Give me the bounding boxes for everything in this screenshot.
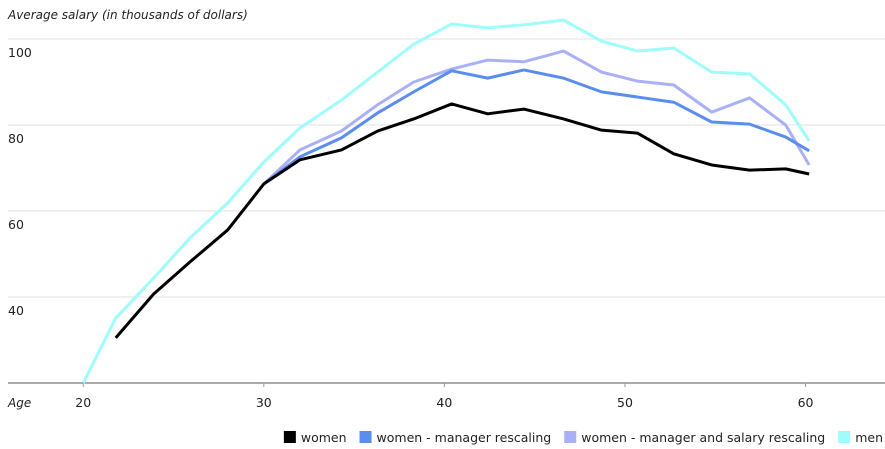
x-axis-label: Age [7,396,31,410]
legend-label: women - manager rescaling [377,430,552,445]
legend-swatch [564,431,577,443]
x-tick-label: 20 [75,395,91,410]
legend-swatch [359,431,372,443]
y-tick-label: 40 [8,303,24,318]
legend-label: women [301,430,347,445]
x-tick-label: 40 [436,395,452,410]
y-tick-label: 80 [8,131,24,146]
x-tick-label: 60 [798,395,814,410]
series-line [262,49,811,186]
x-tick-label: 30 [256,395,272,410]
legend-swatch [283,431,296,443]
legend-label: women - manager and salary rescaling [581,430,825,445]
y-tick-label: 100 [8,45,32,60]
series-line [114,102,810,339]
legend-swatch [838,431,851,443]
chart-title: Average salary (in thousands of dollars) [7,8,248,22]
x-tick-label: 50 [617,395,633,410]
y-tick-label: 60 [8,217,24,232]
legend-label: men [855,430,883,445]
series-line [81,18,811,384]
series-line [262,68,810,186]
